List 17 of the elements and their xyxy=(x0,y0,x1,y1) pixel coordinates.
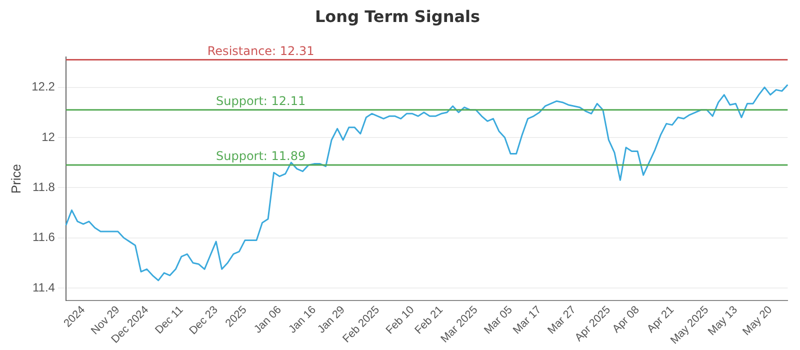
y-axis-title: Price xyxy=(8,164,24,194)
x-tick-label: Apr 08 xyxy=(610,304,642,336)
x-tick-label: May 20 xyxy=(740,304,775,338)
x-tick-label: Jan 06 xyxy=(252,304,284,336)
x-tick-label: Mar 17 xyxy=(510,304,544,337)
ref-line-label: Support: 11.89 xyxy=(216,149,306,164)
chart-title: Long Term Signals xyxy=(314,6,480,26)
y-tick-label: 12.2 xyxy=(32,80,56,94)
y-tick-label: 11.4 xyxy=(32,280,56,294)
ref-line-label: Resistance: 12.31 xyxy=(207,44,314,58)
y-tick-label: 11.6 xyxy=(32,230,56,244)
y-tick-label: 11.8 xyxy=(32,180,56,194)
x-tick-label: Dec 11 xyxy=(153,304,186,337)
x-tick-label: Jan 16 xyxy=(286,304,318,336)
y-tick-label: 12 xyxy=(42,130,56,144)
ref-line-label: Support: 12.11 xyxy=(216,94,306,108)
x-tick-label: Dec 23 xyxy=(187,304,220,338)
